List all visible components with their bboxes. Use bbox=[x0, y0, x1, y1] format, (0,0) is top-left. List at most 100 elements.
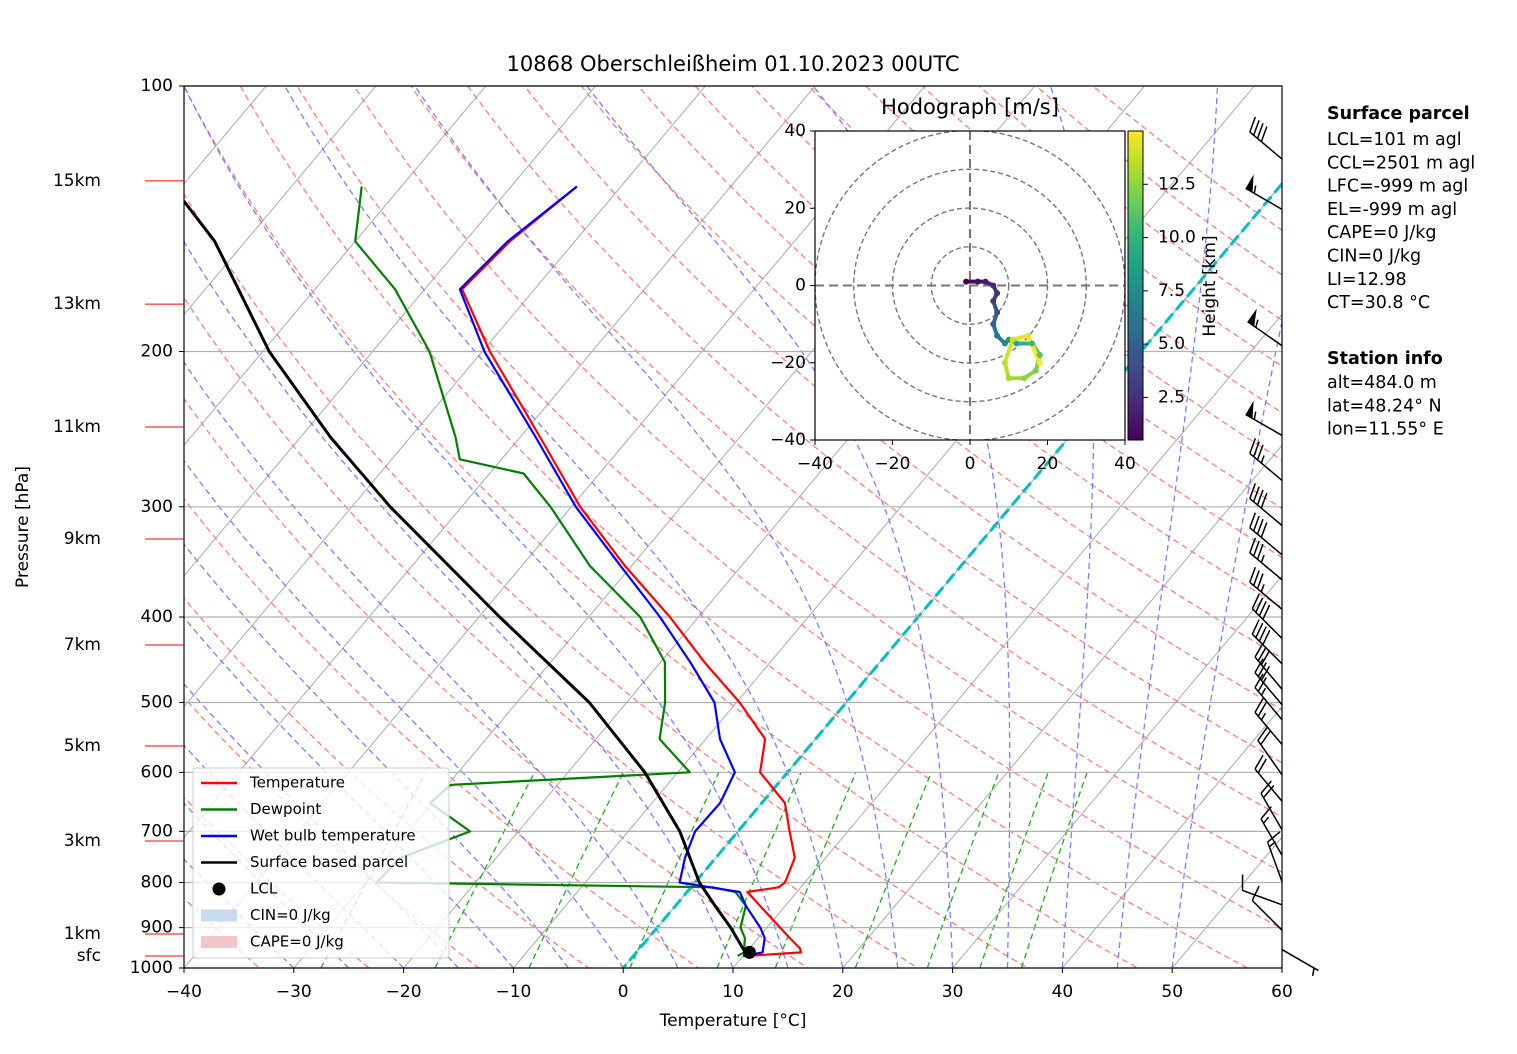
barb-staff bbox=[1249, 552, 1283, 581]
barb-staff bbox=[1249, 527, 1283, 556]
barb-feather bbox=[1249, 438, 1257, 454]
hodo-point bbox=[1036, 352, 1043, 359]
barb-feather bbox=[1252, 570, 1260, 586]
barb-feather bbox=[1252, 515, 1260, 532]
height-label: 11km bbox=[53, 417, 101, 437]
barb-half bbox=[1253, 185, 1257, 194]
barb-feather bbox=[1257, 758, 1267, 774]
barb-feather bbox=[1260, 650, 1271, 666]
x-tick-label: 30 bbox=[942, 982, 964, 1002]
barb-staff bbox=[1260, 818, 1283, 856]
profile-line bbox=[458, 185, 766, 957]
mixing-ratio-line bbox=[716, 772, 802, 968]
barb-half bbox=[1262, 816, 1270, 824]
wind-barb bbox=[1260, 806, 1283, 856]
info-line: lat=48.24° N bbox=[1327, 396, 1442, 416]
barb-feather bbox=[1251, 593, 1260, 610]
mixing-ratio-line bbox=[854, 772, 932, 968]
info-line: CAPE=0 J/kg bbox=[1327, 223, 1436, 243]
barb-half bbox=[1260, 584, 1265, 593]
barb-feather bbox=[1256, 123, 1264, 139]
legend-label: Surface based parcel bbox=[250, 853, 408, 871]
dry-adiabat bbox=[184, 192, 1030, 968]
legend-label: CIN=0 J/kg bbox=[250, 906, 331, 924]
barb-half bbox=[1311, 967, 1315, 977]
moist-adiabat bbox=[1116, 86, 1219, 968]
x-tick-label: −40 bbox=[797, 454, 833, 474]
plot-frame bbox=[183, 85, 1283, 969]
barb-feather bbox=[1262, 604, 1271, 620]
dry-adiabat bbox=[296, 86, 1282, 930]
wind-barb bbox=[1281, 948, 1319, 977]
hodo-point bbox=[990, 321, 997, 328]
x-tick-label: 0 bbox=[965, 454, 976, 474]
legend-label: CAPE=0 J/kg bbox=[250, 933, 344, 951]
x-tick-label: −20 bbox=[386, 982, 422, 1002]
profile-line bbox=[461, 185, 803, 957]
legend-label: Wet bulb temperature bbox=[250, 827, 416, 845]
y-axis-title: Pressure [hPa] bbox=[13, 466, 33, 588]
barb-feather bbox=[1252, 441, 1260, 457]
wind-barb bbox=[1251, 593, 1283, 639]
x-tick-label: 40 bbox=[1052, 982, 1074, 1002]
barb-staff bbox=[1242, 889, 1283, 906]
barb-feather bbox=[1252, 119, 1260, 136]
barb-feather bbox=[1262, 784, 1275, 799]
height-label: sfc bbox=[77, 946, 101, 966]
wind-barb bbox=[1249, 438, 1283, 481]
barb-feather bbox=[1257, 646, 1267, 662]
wind-barb bbox=[1254, 658, 1283, 706]
hodo-point bbox=[1013, 340, 1020, 347]
y-tick-label: 600 bbox=[141, 762, 173, 782]
moist-adiabat bbox=[1171, 318, 1282, 968]
wind-barb bbox=[1254, 673, 1283, 721]
barb-feather bbox=[1255, 622, 1264, 638]
barb-feather bbox=[1260, 780, 1272, 794]
barb-feather bbox=[1252, 486, 1260, 502]
barb-feather bbox=[1254, 698, 1264, 713]
barb-staff bbox=[1254, 672, 1283, 706]
hodo-segment bbox=[1026, 333, 1042, 365]
barb-feather bbox=[1257, 677, 1267, 692]
isotherm bbox=[732, 313, 1282, 968]
wind-barb bbox=[1257, 726, 1283, 776]
barb-half bbox=[1260, 687, 1267, 696]
hodo-point bbox=[1032, 367, 1039, 374]
colorbar-tick-label: 2.5 bbox=[1158, 387, 1185, 407]
barb-staff bbox=[1245, 187, 1283, 211]
isotherm bbox=[184, 86, 377, 316]
dry-adiabat bbox=[580, 86, 1282, 659]
x-tick-label: −10 bbox=[495, 982, 531, 1002]
barb-feather bbox=[1257, 701, 1267, 717]
dry-adiabat bbox=[410, 86, 1282, 818]
info-line: LCL=101 m agl bbox=[1327, 130, 1462, 150]
moist-adiabat bbox=[184, 459, 624, 968]
colorbar-label: Height [km] bbox=[1200, 235, 1220, 336]
hodo-point bbox=[1009, 336, 1016, 343]
wind-barb bbox=[1245, 400, 1283, 437]
barb-feather bbox=[1257, 662, 1267, 677]
y-tick-label: 0 bbox=[795, 276, 806, 296]
barb-staff bbox=[1247, 321, 1283, 347]
barb-staff bbox=[1260, 792, 1283, 831]
isotherm bbox=[842, 444, 1282, 968]
x-tick-label: 50 bbox=[1161, 982, 1183, 1002]
height-label: 9km bbox=[64, 529, 101, 549]
barb-feather bbox=[1249, 483, 1257, 499]
hodo-point bbox=[1005, 375, 1012, 382]
y-tick-label: 400 bbox=[141, 607, 173, 627]
barb-staff bbox=[1249, 581, 1283, 610]
dry-adiabat bbox=[353, 86, 1282, 873]
isotherm bbox=[1061, 705, 1282, 968]
barb-staff bbox=[1251, 899, 1283, 931]
x-tick-label: −30 bbox=[276, 982, 312, 1002]
barb-staff bbox=[1251, 633, 1283, 665]
x-tick-label: 20 bbox=[1037, 454, 1059, 474]
barb-feather bbox=[1256, 543, 1264, 560]
x-tick-label: 40 bbox=[1114, 454, 1136, 474]
barb-feather bbox=[1255, 597, 1264, 613]
colorbar-tick-label: 12.5 bbox=[1158, 174, 1196, 194]
dry-adiabat bbox=[239, 86, 1249, 968]
barb-staff bbox=[1257, 740, 1283, 776]
